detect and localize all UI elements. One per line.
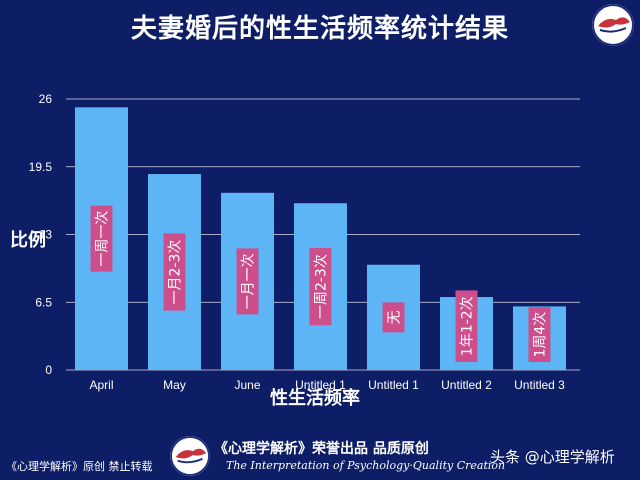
bar-label-background: [309, 248, 332, 326]
bar-label: 一月2-3次: [163, 233, 186, 311]
bar-label-background: [236, 248, 259, 315]
x-tick-label: April: [89, 378, 113, 392]
bar-label-text: 一月2-3次: [168, 240, 184, 305]
watermark: 头条 @心理学解析: [490, 448, 615, 466]
x-axis-label: 性生活频率: [270, 388, 360, 409]
bar-label: 无: [382, 302, 405, 333]
bar-label-background: [455, 290, 478, 363]
y-tick-label: 0: [45, 363, 52, 377]
footer-tagline: The Interpretation of Psychology·Quality…: [226, 459, 506, 472]
bar-label: 一月一次: [236, 248, 259, 315]
footer-logo: [170, 436, 210, 476]
bar-label: 一周一次: [90, 205, 113, 272]
bar-label-text: 一周2-3次: [314, 254, 330, 319]
x-tick-label: May: [163, 378, 186, 392]
brand-logo: [592, 4, 634, 46]
bar-label-text: 一月一次: [241, 253, 257, 309]
bar-label-background: [163, 233, 186, 311]
x-tick-label: Untitled 2: [441, 378, 492, 392]
x-tick-label: Untitled 3: [514, 378, 565, 392]
y-tick-label: 6.5: [35, 295, 52, 309]
bar-label-background: [90, 205, 113, 272]
bar-label-text: 1周4次: [533, 312, 549, 358]
y-axis-label: 比例: [10, 230, 46, 251]
x-tick-label: June: [234, 378, 260, 392]
footer-brand-text: 《心理学解析》荣誉出品 品质原创: [214, 441, 429, 457]
copyright-notice: 《心理学解析》原创 禁止转载: [6, 460, 153, 473]
y-tick-label: 26: [39, 92, 53, 106]
chart-title: 夫妻婚后的性生活频率统计结果: [130, 14, 509, 44]
bar-label-background: [382, 302, 405, 333]
footer-brand-block: 《心理学解析》荣誉出品 品质原创 The Interpretation of P…: [170, 436, 505, 476]
bar-label: 一周2-3次: [309, 248, 332, 326]
bar-label-text: 无: [387, 310, 403, 324]
x-tick-label: Untitled 1: [295, 378, 346, 392]
y-tick-label: 13: [39, 228, 53, 242]
bar-label-background: [528, 307, 551, 363]
y-tick-label: 19.5: [29, 160, 53, 174]
x-tick-label: Untitled 1: [368, 378, 419, 392]
bar-label: 1周4次: [528, 307, 551, 363]
bar-label: 1年1-2次: [455, 290, 478, 363]
bar-label-text: 1年1-2次: [460, 296, 476, 356]
bar-label-text: 一周一次: [95, 211, 111, 267]
